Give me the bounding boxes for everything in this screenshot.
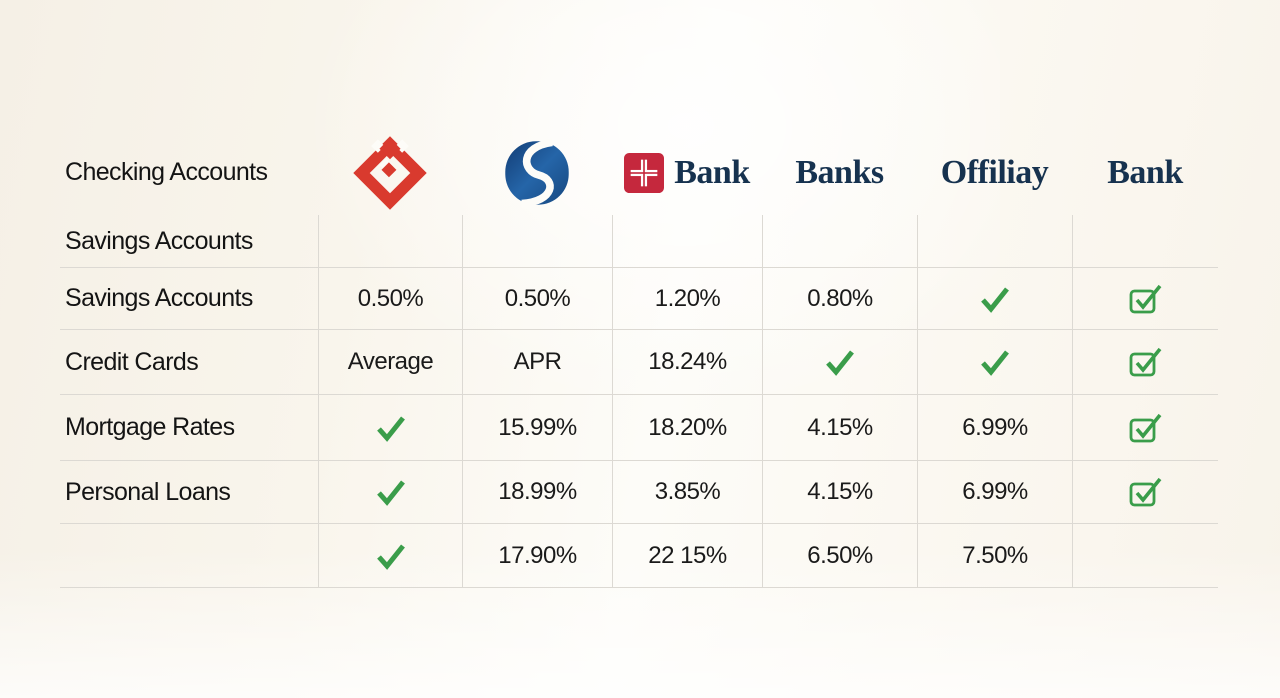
- cell-value: 18.99%: [498, 478, 577, 505]
- bank-column-1: [318, 130, 462, 215]
- table-cell-empty: [1072, 524, 1218, 587]
- bank-comparison-table: Checking Accounts: [60, 130, 1218, 588]
- checked-checkbox-icon: [1129, 347, 1161, 377]
- bank-column-4: Banks: [762, 130, 917, 215]
- table-row: 17.90% 22 15% 6.50% 7.50%: [60, 523, 1218, 588]
- table-cell-check: [318, 524, 462, 587]
- table-cell-check: [917, 268, 1072, 329]
- table-cell-value: 18.99%: [462, 461, 612, 523]
- table-cell-value: 18.20%: [612, 395, 762, 460]
- bank-column-3: Bank: [612, 130, 762, 215]
- bank-column-6: Bank: [1072, 130, 1218, 215]
- cell-value: 22 15%: [648, 541, 727, 569]
- check-icon: [981, 350, 1009, 376]
- table-cell-value: 15.99%: [462, 395, 612, 460]
- blue-s-bank-logo-icon: [505, 138, 569, 207]
- bank-column-2: [462, 130, 612, 215]
- cell-value: 1.20%: [654, 284, 721, 312]
- cell-value: 3.85%: [654, 478, 721, 505]
- table-cell-value: Average: [318, 330, 462, 394]
- row-label: Personal Loans: [65, 477, 231, 506]
- header-row: Checking Accounts: [60, 130, 1218, 215]
- table-cell-value: 0.50%: [318, 268, 462, 329]
- row-label: Savings Accounts: [65, 226, 253, 255]
- cell-value: 4.15%: [807, 478, 873, 505]
- table-cell-value: 3.85%: [612, 461, 762, 523]
- check-icon: [376, 480, 405, 506]
- cell-value: 0.50%: [504, 284, 571, 312]
- table-cell-value: 0.80%: [762, 268, 917, 329]
- cell-value: 0.50%: [357, 284, 424, 312]
- table-cell-checkbox: [1072, 330, 1218, 394]
- check-icon: [376, 415, 405, 442]
- table-cell-checkbox: [1072, 395, 1218, 460]
- cell-value: APR: [513, 348, 562, 375]
- table-cell-empty: [1072, 215, 1218, 267]
- table-cell-value: 6.50%: [762, 524, 917, 587]
- cell-value: 18.20%: [648, 413, 727, 441]
- table-body: Savings Accounts Savings Accounts 0.50% 0.5…: [60, 215, 1218, 588]
- table-cell-check: [318, 461, 462, 523]
- table-cell-checkbox: [1072, 461, 1218, 523]
- red-cross-bank-logo-icon: [624, 152, 665, 193]
- table-cell-value: 17.90%: [462, 524, 612, 587]
- table-row: Personal Loans 18.99% 3.85% 4.15% 6.99%: [60, 460, 1218, 523]
- table-cell-checkbox: [1072, 268, 1218, 329]
- table-cell-empty: [762, 215, 917, 267]
- row-label: Credit Cards: [65, 347, 199, 376]
- table-cell-value: 18.24%: [612, 330, 762, 394]
- table-cell-empty: [318, 215, 462, 267]
- cell-value: 15.99%: [498, 413, 577, 441]
- cell-value: Average: [347, 348, 434, 375]
- table-cell-empty: [917, 215, 1072, 267]
- cell-value: 17.90%: [498, 541, 577, 569]
- cell-value: 6.99%: [962, 478, 1028, 505]
- bank-column-5: Offiliay: [917, 130, 1072, 215]
- cell-value: 6.50%: [807, 541, 873, 569]
- check-icon: [826, 350, 854, 376]
- checked-checkbox-icon: [1129, 284, 1161, 313]
- table-cell-value: 4.15%: [762, 395, 917, 460]
- row-label: Mortgage Rates: [65, 413, 235, 441]
- check-icon: [981, 286, 1009, 313]
- red-diamond-bank-logo-icon: [353, 135, 427, 210]
- row-label: [60, 524, 318, 587]
- bank-name: Bank: [674, 153, 750, 191]
- table-cell-empty: [612, 215, 762, 267]
- table-cell-value: 6.99%: [917, 395, 1072, 460]
- table-cell-check: [917, 330, 1072, 394]
- checked-checkbox-icon: [1129, 477, 1161, 507]
- bank-name: Offiliay: [940, 153, 1049, 191]
- cell-value: 4.15%: [807, 413, 873, 441]
- table-row: Mortgage Rates 15.99% 18.20% 4.15% 6.99%: [60, 394, 1218, 460]
- checked-checkbox-icon: [1129, 413, 1161, 442]
- table-cell-empty: [462, 215, 612, 267]
- table-row: Savings Accounts 0.50% 0.50% 1.20% 0.80%: [60, 267, 1218, 329]
- table-cell-value: APR: [462, 330, 612, 394]
- table-cell-value: 4.15%: [762, 461, 917, 523]
- table-cell-value: 7.50%: [917, 524, 1072, 587]
- table-cell-check: [762, 330, 917, 394]
- table-row: Savings Accounts: [60, 215, 1218, 267]
- cell-value: 7.50%: [962, 541, 1028, 569]
- cell-value: 18.24%: [648, 348, 727, 375]
- bank-name: Bank: [1107, 153, 1183, 191]
- table-row: Credit Cards Average APR 18.24%: [60, 329, 1218, 394]
- bank-name: Banks: [795, 153, 884, 191]
- check-icon: [376, 543, 405, 570]
- table-cell-check: [318, 395, 462, 460]
- cell-value: 0.80%: [807, 284, 873, 312]
- table-cell-value: 6.99%: [917, 461, 1072, 523]
- cell-value: 6.99%: [962, 413, 1028, 441]
- table-cell-value: 0.50%: [462, 268, 612, 329]
- table-cell-value: 22 15%: [612, 524, 762, 587]
- table-cell-value: 1.20%: [612, 268, 762, 329]
- row-label: Savings Accounts: [65, 284, 253, 312]
- row-header-label: Checking Accounts: [65, 158, 268, 186]
